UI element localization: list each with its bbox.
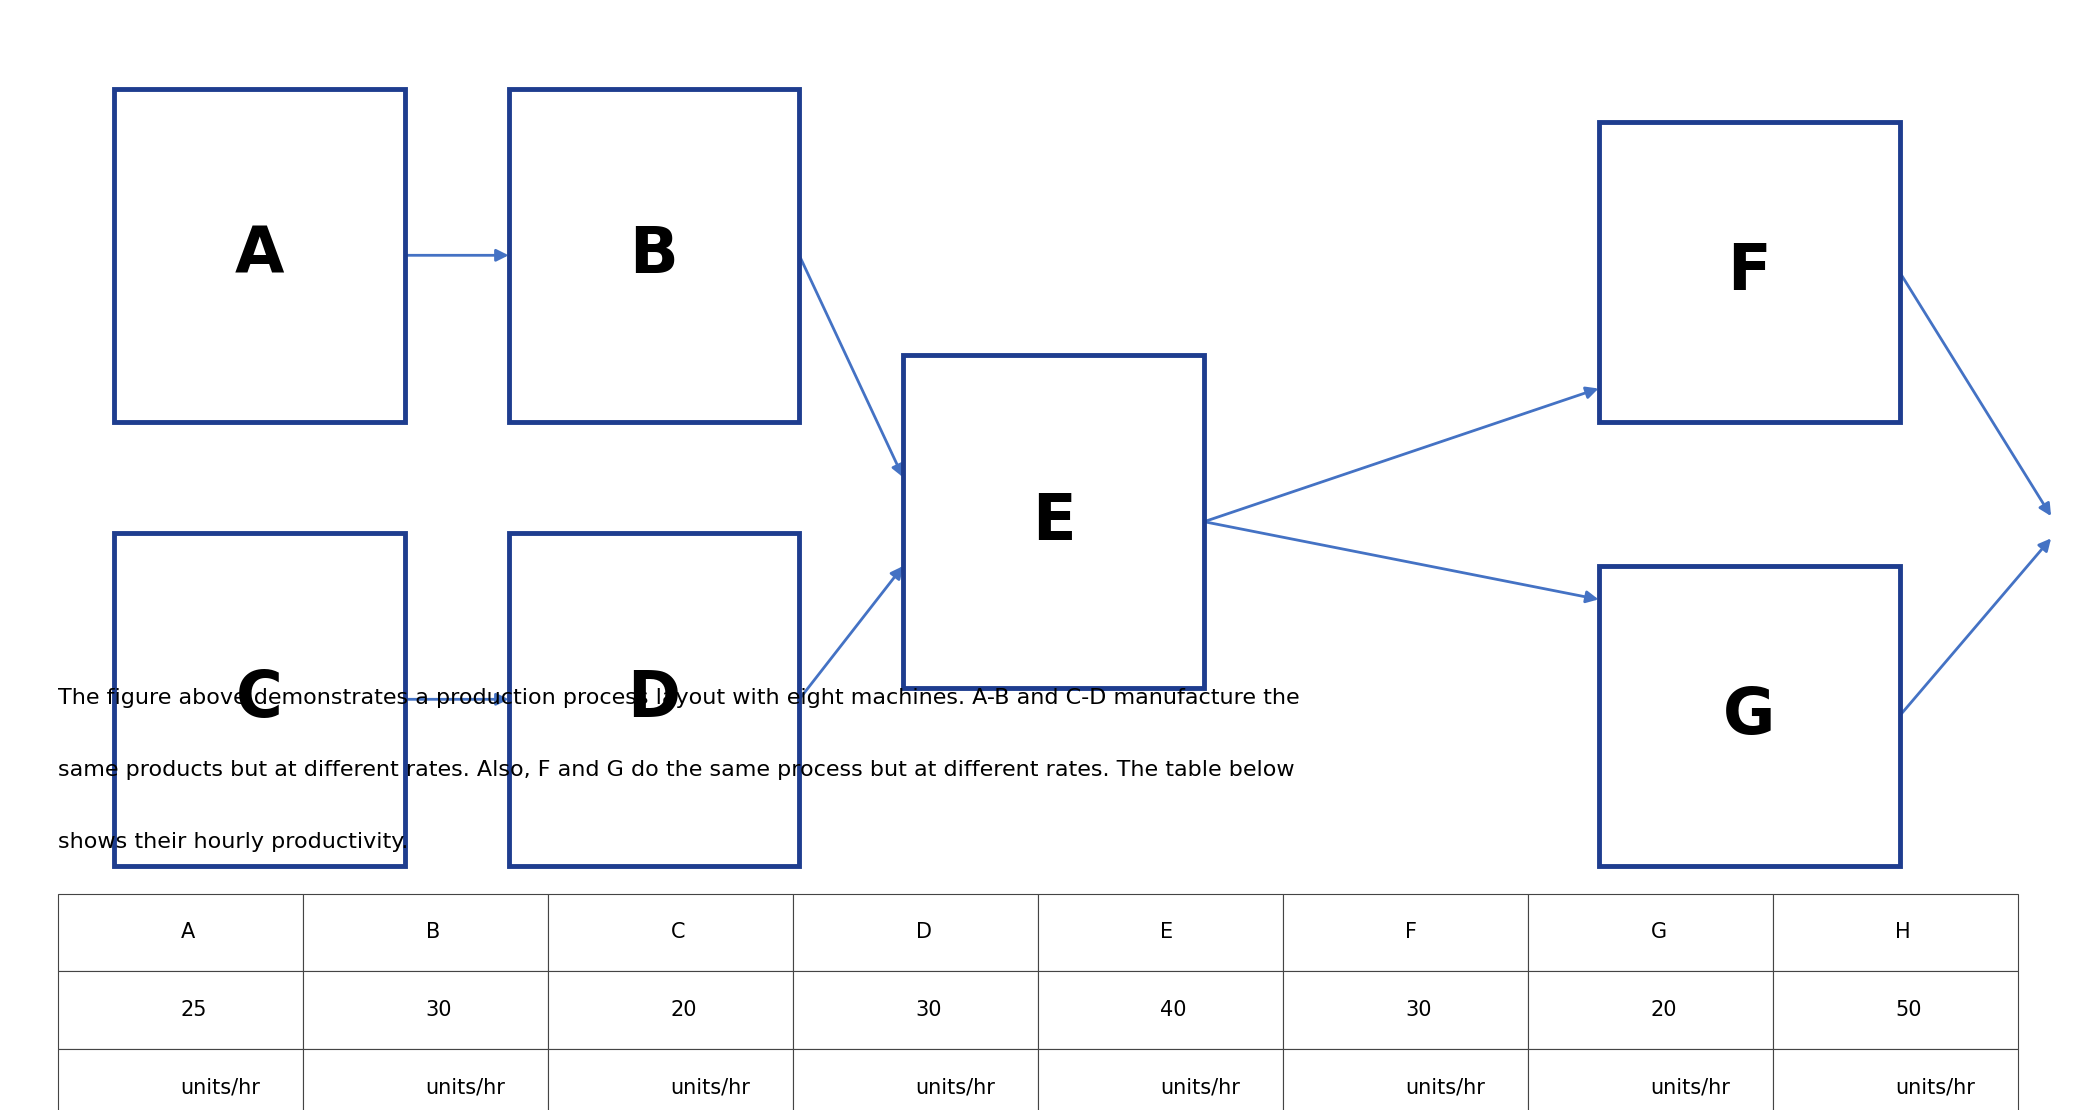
Bar bbox=[509, 533, 799, 866]
Text: units/hr: units/hr bbox=[671, 1078, 749, 1098]
Text: E: E bbox=[1032, 491, 1075, 553]
Text: A: A bbox=[181, 922, 195, 942]
Text: shows their hourly productivity.: shows their hourly productivity. bbox=[58, 832, 409, 852]
Bar bbox=[1038, 1049, 1283, 1110]
Bar bbox=[303, 894, 548, 971]
Bar bbox=[1773, 894, 2018, 971]
Bar bbox=[1773, 971, 2018, 1049]
Text: units/hr: units/hr bbox=[181, 1078, 260, 1098]
Text: 50: 50 bbox=[1895, 1000, 1922, 1020]
Text: E: E bbox=[1160, 922, 1173, 942]
Bar bbox=[793, 1049, 1038, 1110]
Bar bbox=[793, 894, 1038, 971]
Text: units/hr: units/hr bbox=[426, 1078, 504, 1098]
Text: F: F bbox=[1727, 241, 1771, 303]
Bar bbox=[548, 1049, 793, 1110]
Text: 30: 30 bbox=[916, 1000, 943, 1020]
Text: same products but at different rates. Also, F and G do the same process but at d: same products but at different rates. Al… bbox=[58, 760, 1295, 780]
Text: B: B bbox=[426, 922, 440, 942]
Text: 40: 40 bbox=[1160, 1000, 1187, 1020]
Text: G: G bbox=[1723, 685, 1775, 747]
Bar bbox=[1038, 971, 1283, 1049]
Bar bbox=[1599, 122, 1900, 422]
Bar bbox=[1599, 566, 1900, 866]
Bar bbox=[1283, 971, 1528, 1049]
Text: units/hr: units/hr bbox=[1895, 1078, 1974, 1098]
Text: A: A bbox=[235, 224, 284, 286]
Bar bbox=[58, 1049, 303, 1110]
Bar bbox=[58, 894, 303, 971]
Text: D: D bbox=[627, 668, 681, 730]
Bar bbox=[1283, 1049, 1528, 1110]
Bar bbox=[114, 89, 405, 422]
Text: 30: 30 bbox=[1405, 1000, 1432, 1020]
Bar bbox=[509, 89, 799, 422]
Text: units/hr: units/hr bbox=[916, 1078, 994, 1098]
Bar bbox=[1528, 971, 1773, 1049]
Text: The figure above demonstrates a production process layout with eight machines. A: The figure above demonstrates a producti… bbox=[58, 688, 1300, 708]
Bar bbox=[303, 1049, 548, 1110]
Text: F: F bbox=[1405, 922, 1418, 942]
Bar bbox=[548, 894, 793, 971]
Text: units/hr: units/hr bbox=[1405, 1078, 1484, 1098]
Text: units/hr: units/hr bbox=[1650, 1078, 1729, 1098]
Bar bbox=[548, 971, 793, 1049]
Text: 25: 25 bbox=[181, 1000, 208, 1020]
Bar bbox=[1528, 1049, 1773, 1110]
Text: C: C bbox=[237, 668, 282, 730]
Text: units/hr: units/hr bbox=[1160, 1078, 1239, 1098]
Bar bbox=[1283, 894, 1528, 971]
Bar bbox=[1528, 894, 1773, 971]
Text: 30: 30 bbox=[426, 1000, 453, 1020]
Text: 20: 20 bbox=[671, 1000, 698, 1020]
Bar bbox=[58, 971, 303, 1049]
Text: 20: 20 bbox=[1650, 1000, 1677, 1020]
Bar bbox=[1773, 1049, 2018, 1110]
Text: D: D bbox=[916, 922, 932, 942]
Bar bbox=[114, 533, 405, 866]
Text: G: G bbox=[1650, 922, 1667, 942]
Bar bbox=[1038, 894, 1283, 971]
Text: B: B bbox=[629, 224, 679, 286]
Text: H: H bbox=[1895, 922, 1912, 942]
Bar bbox=[303, 971, 548, 1049]
Bar bbox=[793, 971, 1038, 1049]
Text: C: C bbox=[671, 922, 685, 942]
Bar bbox=[903, 355, 1204, 688]
